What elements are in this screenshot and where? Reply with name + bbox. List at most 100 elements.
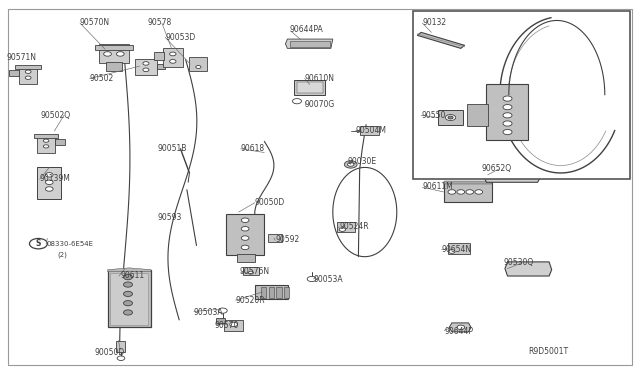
Text: 90654N: 90654N xyxy=(442,245,472,254)
Bar xyxy=(290,41,330,46)
Circle shape xyxy=(44,145,49,148)
Text: 90524R: 90524R xyxy=(339,222,369,231)
Bar xyxy=(467,104,488,126)
Bar xyxy=(19,66,37,84)
Circle shape xyxy=(445,115,456,121)
Circle shape xyxy=(248,271,253,274)
Text: R9D5001T: R9D5001T xyxy=(529,347,569,356)
Circle shape xyxy=(466,190,474,194)
Text: 90139M: 90139M xyxy=(40,174,70,183)
Text: 90576N: 90576N xyxy=(239,267,269,276)
Bar xyxy=(135,59,157,75)
Text: 08330-6E54E: 08330-6E54E xyxy=(46,241,93,247)
Polygon shape xyxy=(417,32,465,48)
Polygon shape xyxy=(108,268,151,272)
Circle shape xyxy=(170,60,176,63)
Text: 90618: 90618 xyxy=(241,144,265,153)
Text: 90502Q: 90502Q xyxy=(41,111,71,120)
Text: 90593: 90593 xyxy=(157,213,182,222)
Circle shape xyxy=(448,190,456,194)
Bar xyxy=(37,167,61,199)
Text: 90610N: 90610N xyxy=(305,74,335,83)
Circle shape xyxy=(307,276,316,282)
Text: 90504M: 90504M xyxy=(356,126,387,135)
Circle shape xyxy=(503,129,512,135)
Text: 90611M: 90611M xyxy=(422,182,453,191)
Bar xyxy=(269,287,274,298)
Circle shape xyxy=(143,68,149,71)
Circle shape xyxy=(124,301,132,306)
Bar xyxy=(438,110,463,125)
Bar xyxy=(99,44,129,63)
Text: 90611: 90611 xyxy=(120,271,145,280)
Bar xyxy=(116,341,125,352)
Text: 90132: 90132 xyxy=(422,18,447,27)
Text: 90030E: 90030E xyxy=(348,157,377,166)
Text: 90592: 90592 xyxy=(275,235,300,244)
Bar xyxy=(413,11,630,179)
Bar xyxy=(297,82,323,93)
Bar xyxy=(37,135,55,153)
Text: 90053A: 90053A xyxy=(314,275,343,284)
Text: 90644P: 90644P xyxy=(444,327,473,336)
Circle shape xyxy=(124,310,132,315)
Bar xyxy=(276,287,282,298)
Bar xyxy=(216,318,225,323)
Circle shape xyxy=(170,52,176,56)
Circle shape xyxy=(230,322,237,327)
Text: 90053D: 90053D xyxy=(165,33,195,42)
Text: 90570N: 90570N xyxy=(80,18,110,27)
Circle shape xyxy=(45,173,53,177)
Circle shape xyxy=(503,105,512,110)
Circle shape xyxy=(241,236,249,240)
Text: (2): (2) xyxy=(58,251,67,258)
Polygon shape xyxy=(483,169,541,182)
Bar xyxy=(154,52,164,60)
Circle shape xyxy=(503,96,512,101)
Text: 90570: 90570 xyxy=(214,321,239,330)
Text: 90550: 90550 xyxy=(421,111,445,120)
Text: 90571N: 90571N xyxy=(6,53,36,62)
Bar xyxy=(163,48,183,67)
Circle shape xyxy=(116,52,124,56)
Bar xyxy=(448,243,470,254)
Circle shape xyxy=(241,245,249,250)
Circle shape xyxy=(26,70,31,73)
Bar xyxy=(237,254,255,262)
Circle shape xyxy=(339,228,346,231)
Text: 90050D: 90050D xyxy=(255,198,285,207)
Text: 90502: 90502 xyxy=(90,74,114,83)
Bar xyxy=(8,70,19,76)
Bar xyxy=(337,222,355,232)
Circle shape xyxy=(348,163,354,166)
Circle shape xyxy=(241,227,249,231)
Circle shape xyxy=(457,325,465,330)
Circle shape xyxy=(449,250,455,253)
Text: 90070G: 90070G xyxy=(305,100,335,109)
Circle shape xyxy=(196,65,201,68)
Text: 90051B: 90051B xyxy=(157,144,187,153)
Bar xyxy=(360,126,379,135)
Circle shape xyxy=(45,187,53,191)
Bar xyxy=(95,45,133,50)
Bar xyxy=(106,62,122,71)
Bar xyxy=(294,80,325,95)
Circle shape xyxy=(457,190,465,194)
Text: 90578: 90578 xyxy=(147,18,172,27)
Bar xyxy=(261,287,266,298)
Circle shape xyxy=(475,190,483,194)
Bar xyxy=(243,267,259,275)
Circle shape xyxy=(124,275,132,280)
Circle shape xyxy=(448,116,453,119)
Bar xyxy=(224,320,243,331)
Polygon shape xyxy=(505,262,552,276)
Bar xyxy=(444,182,492,202)
Bar xyxy=(157,64,165,69)
Text: 90652Q: 90652Q xyxy=(481,164,511,173)
Bar xyxy=(110,273,148,325)
Circle shape xyxy=(344,161,357,168)
Bar xyxy=(284,287,289,298)
Bar xyxy=(189,57,207,71)
Text: 90050D: 90050D xyxy=(95,348,125,357)
Circle shape xyxy=(218,308,227,313)
